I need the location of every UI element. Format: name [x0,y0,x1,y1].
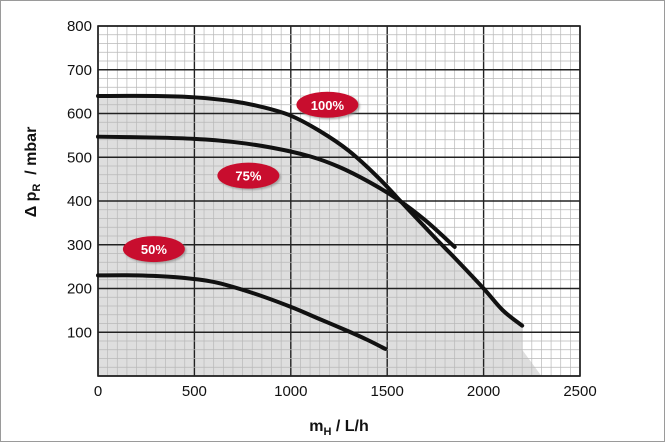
y-tick-label: 700 [67,62,92,79]
plot-area-border [97,25,581,377]
y-tick-label: 400 [67,193,92,210]
y-axis-label-base: Δ p [23,191,40,217]
y-axis-label: Δ pR / mbar [23,127,43,218]
curve-100-percent [96,93,525,328]
y-axis-label-unit: / mbar [23,127,40,184]
y-tick-label: 600 [67,106,92,123]
y-axis-label-sub: R [31,184,43,192]
x-axis-label-unit: / L/h [331,418,368,435]
x-tick-label: 2000 [467,383,500,400]
x-axis-label-base: m [309,418,323,435]
series-badge-100-percent: 100% [296,91,359,118]
curve-50-percent [96,273,388,351]
badge-label: 75% [235,169,261,184]
x-tick-label: 2500 [563,383,596,400]
curve-75-percent [96,134,457,249]
y-tick-label: 200 [67,281,92,298]
badge-shape [122,236,185,263]
badge-label: 50% [141,242,167,257]
y-tick-label: 500 [67,149,92,166]
badge-shape [217,162,280,189]
x-axis-label: mH / L/h [309,418,369,438]
y-tick-label: 300 [67,237,92,254]
y-tick-label: 800 [67,18,92,35]
svg-text:Δ pR / mbar: Δ pR / mbar [23,127,43,218]
x-tick-label: 500 [182,383,207,400]
badge-shape [296,91,359,118]
series-badge-50-percent: 50% [122,236,185,263]
x-axis-label-sub: H [323,426,331,438]
series-badge-75-percent: 75% [217,162,280,189]
x-tick-label: 1500 [371,383,404,400]
badge-label: 100% [311,98,345,113]
x-tick-label: 0 [94,383,102,400]
y-tick-label: 100 [67,324,92,341]
x-tick-label: 1000 [274,383,307,400]
